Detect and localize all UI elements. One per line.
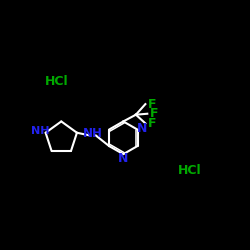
Text: N: N [118, 152, 128, 165]
Text: NH: NH [30, 126, 49, 136]
Text: F: F [150, 107, 158, 120]
Text: N: N [137, 122, 147, 135]
Text: F: F [148, 98, 156, 110]
Text: F: F [148, 117, 156, 130]
Text: NH: NH [83, 127, 103, 140]
Text: HCl: HCl [178, 164, 202, 177]
Text: HCl: HCl [44, 76, 68, 88]
